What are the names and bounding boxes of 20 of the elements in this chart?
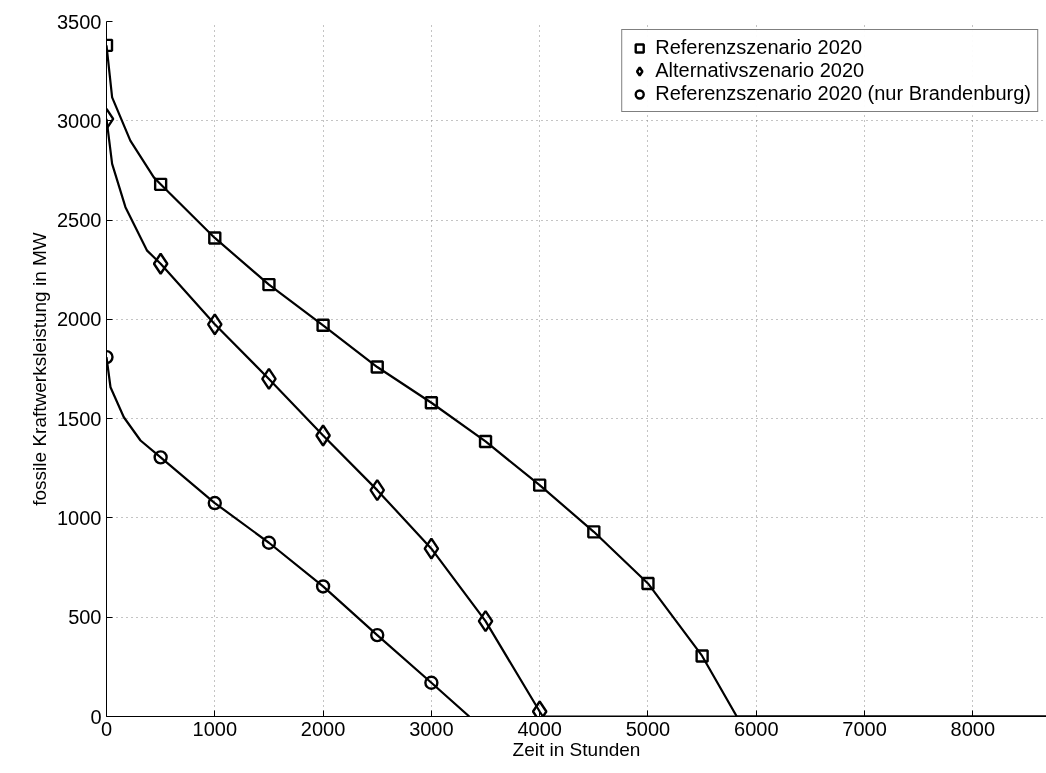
x-tick-label: 4000 <box>517 717 562 740</box>
y-axis-title: fossile Kraftwerksleistung in MW <box>29 232 51 506</box>
y-tick-label: 1000 <box>57 506 102 529</box>
x-tick-label: 2000 <box>300 717 346 740</box>
x-tick-label: 1000 <box>192 717 238 740</box>
y-tick-label: 2000 <box>57 308 102 331</box>
y-tick-label: 3500 <box>57 10 102 33</box>
y-tick-label: 500 <box>68 606 102 629</box>
x-tick-label: 5000 <box>625 717 671 740</box>
legend-label: Referenzszenario 2020 (nur Brandenburg) <box>655 82 1031 105</box>
y-tick-label: 3000 <box>57 109 102 132</box>
x-tick-label: 6000 <box>734 717 779 740</box>
x-tick-label: 8000 <box>950 717 996 740</box>
x-tick-label: 3000 <box>409 717 454 740</box>
legend-label: Referenzszenario 2020 <box>655 36 863 59</box>
x-axis-title: Zeit in Stunden <box>512 738 641 760</box>
x-tick-label: 7000 <box>842 717 887 740</box>
legend-label: Alternativszenario 2020 <box>655 59 865 82</box>
y-tick-label: 1500 <box>57 407 102 430</box>
y-tick-label: 2500 <box>57 209 102 232</box>
